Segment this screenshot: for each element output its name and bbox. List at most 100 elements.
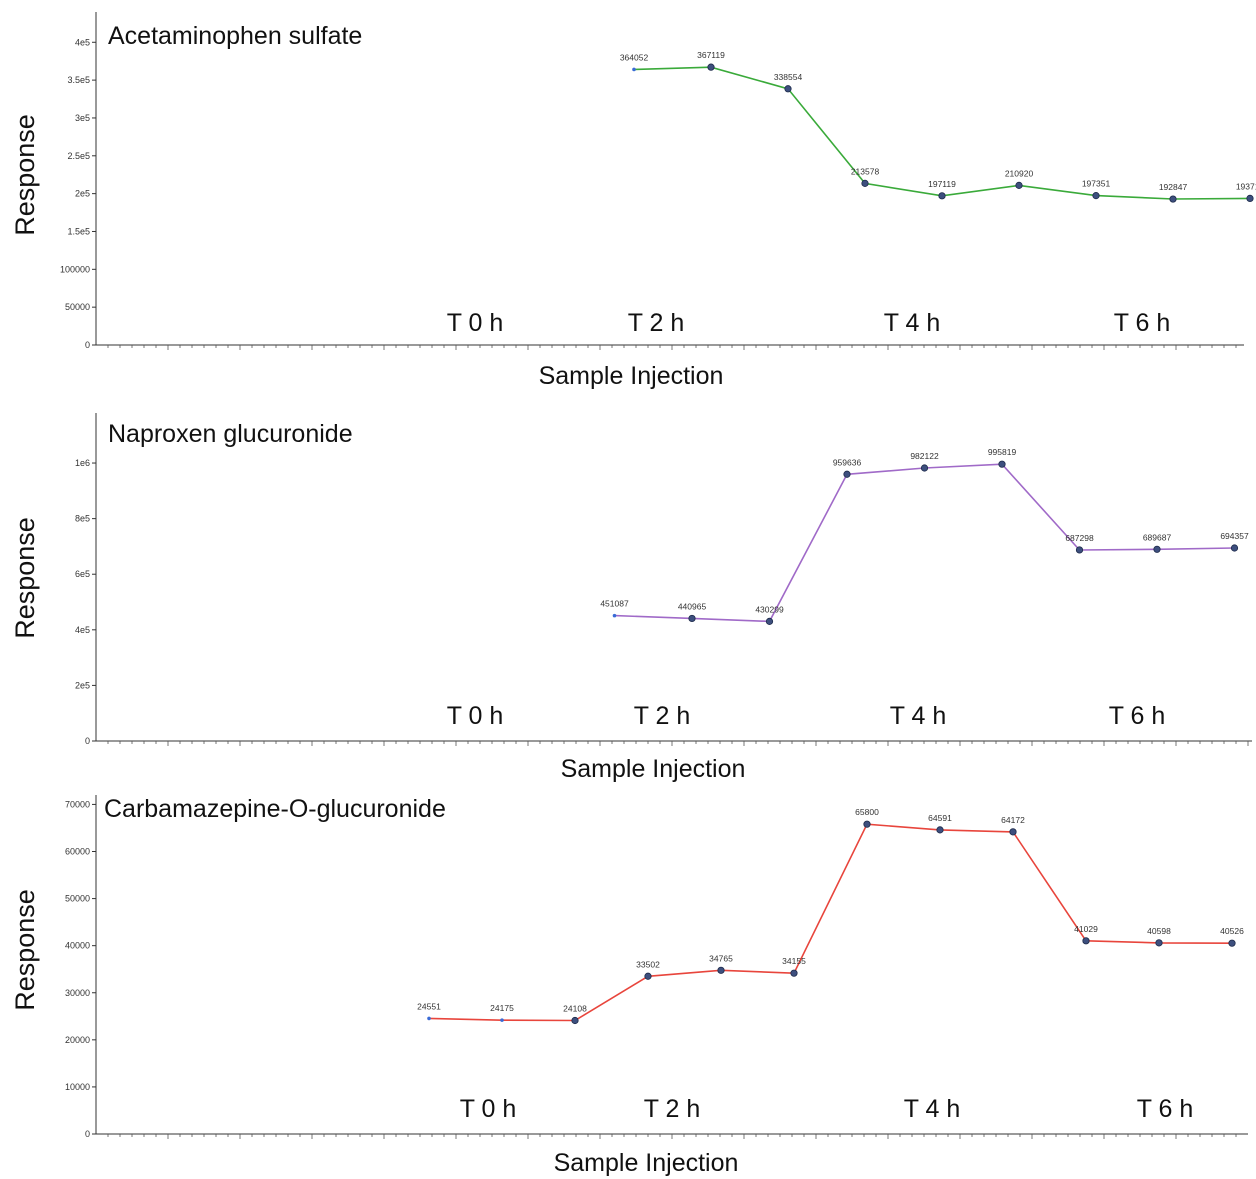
y-tick-label: 2.5e5 (67, 151, 90, 161)
y-tick-label: 20000 (65, 1035, 90, 1045)
data-label: 40526 (1220, 926, 1244, 936)
data-point (427, 1016, 431, 1021)
time-label: T 6 h (1137, 1095, 1194, 1123)
y-axis-label: Response (10, 517, 40, 639)
data-label: 687298 (1065, 533, 1094, 543)
data-label: 430299 (755, 604, 784, 614)
chart-panel-1: 0 2e5 4e5 6e5 8e5 1e6 Naproxen glucuronide Resp… (10, 413, 1252, 783)
data-point (1228, 939, 1236, 947)
data-label: 34765 (709, 953, 733, 963)
data-point (612, 613, 617, 618)
data-label: 364052 (620, 52, 649, 62)
y-tick-label: 70000 (65, 799, 90, 809)
time-label: T 6 h (1109, 702, 1166, 730)
data-point (1075, 546, 1084, 554)
y-axis-label: Response (10, 114, 40, 236)
y-tick-label: 30000 (65, 988, 90, 998)
data-point (1169, 195, 1177, 203)
data-label: 959636 (833, 457, 862, 467)
data-label: 64172 (1001, 815, 1025, 825)
y-tick-label: 50000 (65, 894, 90, 904)
chart-title: Acetaminophen sulfate (108, 22, 362, 50)
x-axis-label: Sample Injection (561, 755, 746, 783)
y-tick-label: 2e5 (75, 189, 90, 199)
time-label: T 0 h (447, 702, 504, 730)
data-point (998, 460, 1006, 468)
y-tick-label: 0 (85, 340, 90, 350)
time-label: T 0 h (447, 309, 504, 337)
data-point (843, 470, 851, 478)
data-label: 65800 (855, 807, 879, 817)
time-label: T 4 h (890, 702, 947, 730)
y-tick-label: 8e5 (75, 514, 90, 524)
data-point (1246, 194, 1254, 202)
data-label: 40598 (1147, 926, 1171, 936)
data-point (717, 966, 725, 974)
data-label: 197351 (1082, 179, 1111, 189)
chart-title: Carbamazepine-O-glucuronide (104, 795, 446, 823)
x-axis-label: Sample Injection (539, 362, 724, 390)
data-point (936, 826, 944, 834)
data-point (688, 614, 696, 623)
data-point (938, 192, 946, 200)
data-point (790, 969, 798, 977)
y-tick-label: 1.5e5 (67, 226, 90, 236)
data-point (644, 972, 652, 980)
time-label: T 2 h (628, 309, 685, 337)
data-point (1092, 192, 1100, 200)
time-label: T 2 h (634, 702, 691, 730)
data-point (920, 464, 929, 472)
chart-panel-0: 0 50000 100000 1.5e5 2e5 2.5e5 3e5 3.5e5 4e5 Acet… (10, 12, 1256, 390)
data-label: 34155 (782, 956, 806, 966)
data-label: 982122 (910, 451, 939, 461)
data-point (863, 820, 871, 828)
data-label: 367119 (697, 50, 725, 60)
y-tick-label: 4e5 (75, 625, 90, 635)
series-line (428, 823, 1233, 1022)
data-label: 210920 (1005, 168, 1034, 178)
data-point (1082, 937, 1090, 945)
data-point (1155, 939, 1163, 947)
data-point (632, 67, 636, 72)
y-tick-label: 0 (85, 736, 90, 746)
x-axis-label: Sample Injection (554, 1149, 739, 1177)
data-label: 24175 (490, 1003, 514, 1013)
y-tick-label: 1e6 (75, 458, 90, 468)
data-point (784, 85, 792, 93)
y-tick-label: 60000 (65, 847, 90, 857)
time-label: T 2 h (644, 1095, 701, 1123)
data-label: 24108 (563, 1003, 587, 1013)
data-point (1153, 545, 1161, 553)
data-label: 694357 (1220, 531, 1249, 541)
data-label: 440965 (678, 601, 707, 611)
data-point (500, 1018, 504, 1022)
data-label: 33502 (636, 959, 660, 969)
y-axis-label: Response (10, 889, 40, 1011)
data-label: 41029 (1074, 924, 1098, 934)
data-label: 689687 (1143, 532, 1172, 542)
time-label: T 0 h (460, 1095, 517, 1123)
data-label: 338554 (774, 72, 803, 82)
data-point (707, 63, 715, 71)
data-label: 193713 (1236, 181, 1256, 191)
time-label: T 6 h (1114, 309, 1171, 337)
y-tick-label: 6e5 (75, 569, 90, 579)
y-tick-label: 0 (85, 1129, 90, 1139)
time-label: T 4 h (884, 309, 941, 337)
chart-panel-2: 0 10000 20000 30000 40000 50000 60000 70000 Carb… (10, 795, 1248, 1177)
data-point (861, 179, 869, 187)
chart-title: Naproxen glucuronide (108, 420, 353, 448)
y-tick-label: 40000 (65, 941, 90, 951)
y-tick-label: 10000 (65, 1082, 90, 1092)
data-point (765, 617, 774, 625)
y-tick-label: 2e5 (75, 680, 90, 690)
y-tick-label: 100000 (60, 264, 90, 274)
y-tick-label: 3e5 (75, 113, 90, 123)
y-tick-label: 3.5e5 (67, 75, 90, 85)
data-point (571, 1016, 579, 1025)
data-point (1230, 544, 1239, 552)
data-point (1009, 828, 1017, 836)
data-label: 213578 (851, 166, 880, 176)
data-label: 197119 (928, 179, 956, 189)
